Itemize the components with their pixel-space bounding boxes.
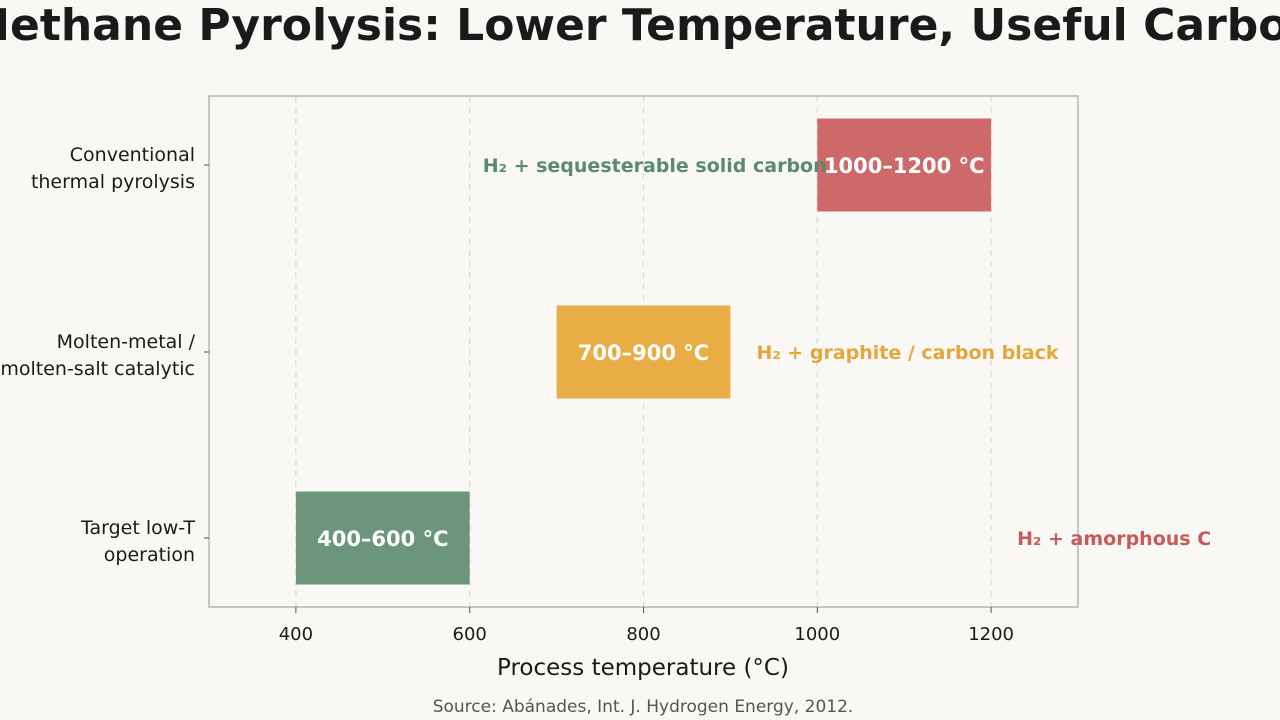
bar-1 <box>817 118 992 212</box>
annotation-3: H₂ + amorphous C <box>1017 528 1211 550</box>
y-category-label-line2: operation <box>104 544 195 566</box>
annotation-2: H₂ + graphite / carbon black <box>756 342 1058 364</box>
x-axis-label: Process temperature (°C) <box>497 655 789 681</box>
annotations-group: H₂ + sequesterable solid carbon H₂ + grap… <box>483 155 1211 550</box>
x-tick-label: 400 <box>279 624 313 645</box>
annotation-1: H₂ + sequesterable solid carbon <box>483 155 827 177</box>
bar-2 <box>556 305 731 399</box>
x-axis: 400 600 800 1000 1200 <box>279 607 1014 645</box>
y-category-label-line1: Molten-metal / <box>57 331 196 353</box>
bar-label: 1000–1200 °C <box>824 154 985 178</box>
bar-label: 700–900 °C <box>578 341 709 365</box>
chart-title: Methane Pyrolysis: Lower Temperature, Us… <box>0 0 1280 51</box>
bars-group: 1000–1200 °C 700–900 °C 400–600 °C <box>295 118 992 585</box>
y-category-label-line2: thermal pyrolysis <box>31 171 195 193</box>
x-tick-label: 1000 <box>794 624 840 645</box>
x-tick-label: 800 <box>626 624 660 645</box>
y-category-label-line1: Target low-T <box>80 517 195 539</box>
source-note: Source: Abánades, Int. J. Hydrogen Energ… <box>433 697 854 717</box>
y-axis: Conventional thermal pyrolysis Molten-meta… <box>0 144 209 566</box>
x-tick-label: 600 <box>453 624 487 645</box>
y-category-label-line1: Conventional <box>70 144 195 166</box>
bar-3 <box>295 491 470 585</box>
bar-label: 400–600 °C <box>317 527 448 551</box>
y-category-label-line2: molten-salt catalytic <box>0 358 195 380</box>
x-tick-label: 1200 <box>968 624 1014 645</box>
